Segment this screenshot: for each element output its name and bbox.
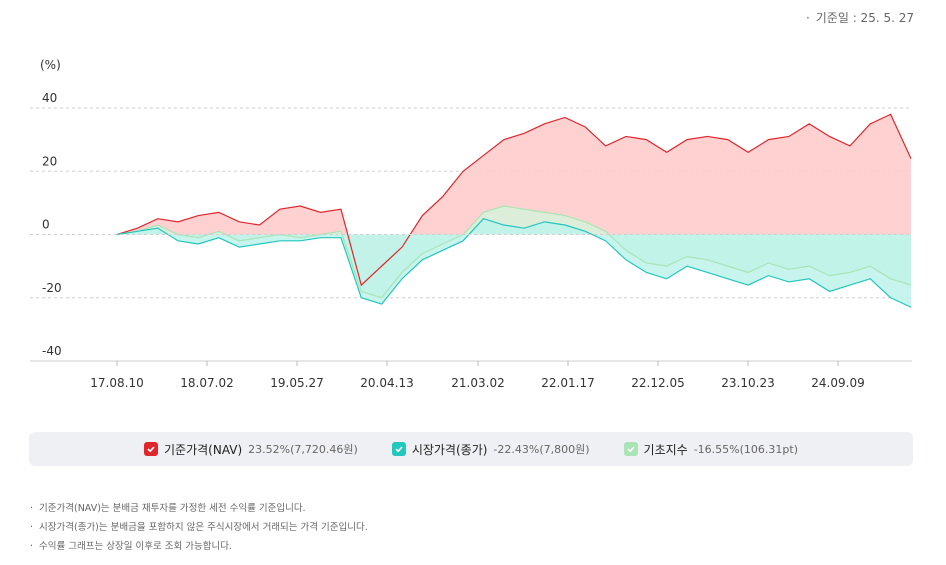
x-tick-label: 21.03.02: [451, 376, 504, 390]
legend-item-market-price[interactable]: 시장가격(종가) -22.43%(7,800원): [391, 441, 590, 458]
x-tick-label: 22.12.05: [631, 376, 684, 390]
x-tick-label: 20.04.13: [360, 376, 413, 390]
legend-value: -22.43%(7,800원): [493, 443, 590, 456]
series-line: [116, 218, 912, 308]
legend-value: 23.52%(7,720.46원): [248, 443, 358, 456]
x-tick-label: 23.10.23: [721, 376, 774, 390]
y-tick-label: 0: [42, 218, 50, 232]
y-tick-label: -40: [42, 344, 62, 358]
base-date-text: 기준일 : 25. 5. 27: [815, 11, 914, 25]
y-tick-label: -20: [42, 281, 62, 295]
x-tick-label: 17.08.10: [90, 376, 143, 390]
x-tick-label: 18.07.02: [180, 376, 233, 390]
legend-value: -16.55%(106.31pt): [693, 442, 798, 456]
legend-label: 시장가격(종가): [411, 442, 488, 457]
returns-chart: (%) 40 20 0 -20 -40 17.08.10 18.07.02 19.05.27 20…: [30, 58, 912, 390]
footnote: 수익률 그래프는 상장일 이후로 조회 가능합니다.: [30, 537, 368, 556]
legend-item-base-index[interactable]: 기초지수 -16.55%(106.31pt): [623, 441, 798, 458]
checkbox-icon[interactable]: [391, 442, 406, 456]
legend-item-nav[interactable]: 기준가격(NAV) 23.52%(7,720.46원): [144, 441, 358, 458]
footnote: 기준가격(NAV)는 분배금 재투자를 가정한 세전 수익률 기준입니다.: [30, 499, 368, 518]
checkbox-icon[interactable]: [144, 442, 159, 456]
x-tick-label: 22.01.17: [541, 376, 594, 390]
legend-label: 기준가격(NAV): [164, 442, 243, 457]
base-date: · 기준일 : 25. 5. 27: [805, 11, 914, 25]
y-tick-label: 20: [42, 154, 57, 168]
series-area: [117, 218, 911, 308]
series-area: [117, 114, 911, 286]
checkbox-icon[interactable]: [623, 442, 638, 456]
series-line: [116, 205, 912, 299]
series-line: [116, 113, 912, 287]
legend-label: 기초지수: [643, 442, 688, 457]
chart-legend: 기준가격(NAV) 23.52%(7,720.46원) 시장가격(종가) -22…: [29, 432, 913, 466]
x-tick-label: 19.05.27: [270, 376, 323, 390]
y-axis-label: (%): [40, 58, 61, 72]
footnote: 시장가격(종가)는 분배금을 포함하지 않은 주식시장에서 거래되는 가격 기준…: [30, 518, 368, 537]
footnotes: 기준가격(NAV)는 분배금 재투자를 가정한 세전 수익률 기준입니다. 시장…: [30, 499, 368, 556]
x-tick-label: 24.09.09: [811, 376, 864, 390]
y-tick-label: 40: [42, 91, 57, 105]
